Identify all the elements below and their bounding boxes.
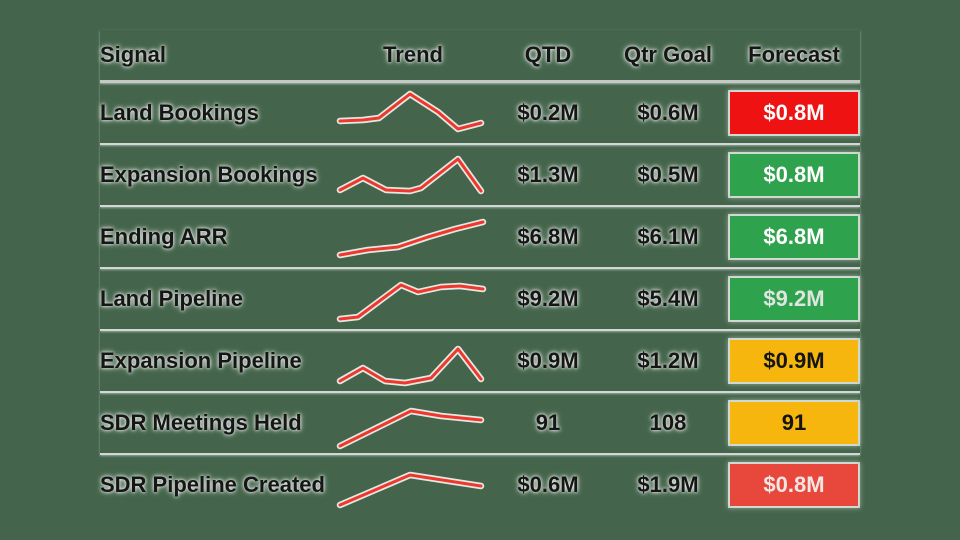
forecast-cell: $0.8M (728, 464, 860, 506)
forecast-badge: 91 (730, 402, 858, 444)
forecast-badge: $0.8M (730, 464, 858, 506)
signal-label: Expansion Bookings (100, 162, 318, 187)
signal-label: Ending ARR (100, 224, 228, 249)
goal-value: $0.6M (637, 100, 699, 125)
table-header-row: Signal Trend QTD Qtr Goal Forecast (100, 30, 860, 83)
goal-value: $6.1M (637, 224, 699, 249)
trend-cell (336, 273, 488, 325)
sparkline-icon (336, 281, 487, 323)
sparkline-icon (336, 90, 485, 133)
column-header-signal: Signal (100, 42, 167, 67)
forecast-badge: $0.8M (730, 154, 858, 196)
forecast-cell: $0.8M (728, 92, 860, 134)
signal-label: SDR Meetings Held (100, 410, 302, 435)
goal-value: 108 (649, 410, 687, 435)
trend-cell (336, 87, 488, 139)
qtd-value: 91 (535, 410, 561, 435)
forecast-badge: $0.8M (730, 92, 858, 134)
trend-cell (336, 459, 488, 511)
trend-cell (336, 211, 488, 263)
forecast-cell: $6.8M (728, 216, 860, 258)
qtd-value: $0.2M (517, 100, 579, 125)
qtd-value: $0.6M (517, 472, 579, 497)
goal-value: $1.2M (637, 348, 699, 373)
table-row: Land Pipeline $9.2M $5.4M $9.2M (100, 269, 860, 331)
signal-label: Land Pipeline (100, 286, 244, 311)
goal-value: $5.4M (637, 286, 699, 311)
column-header-forecast: Forecast (748, 42, 840, 67)
qtd-value: $6.8M (517, 224, 579, 249)
signal-label: Land Bookings (100, 100, 259, 125)
forecast-cell: $9.2M (728, 278, 860, 320)
sparkline-icon (336, 345, 485, 387)
forecast-badge: $9.2M (730, 278, 858, 320)
sparkline-icon (336, 155, 485, 195)
forecast-badge: $0.9M (730, 340, 858, 382)
table-row: Expansion Pipeline $0.9M $1.2M $0.9M (100, 331, 860, 393)
forecast-badge: $6.8M (730, 216, 858, 258)
qtd-value: $9.2M (517, 286, 579, 311)
column-header-qtr-goal: Qtr Goal (623, 42, 712, 67)
qtd-value: $0.9M (517, 348, 579, 373)
sparkline-icon (336, 471, 485, 509)
table-row: SDR Pipeline Created $0.6M $1.9M $0.8M (100, 455, 860, 515)
forecast-cell: 91 (728, 402, 860, 444)
trend-cell (336, 397, 488, 450)
sparkline-icon (336, 218, 487, 259)
sparkline-icon (336, 407, 485, 450)
trend-cell (336, 149, 488, 201)
qtd-value: $1.3M (517, 162, 579, 187)
column-header-trend: Trend (383, 42, 443, 67)
signal-label: SDR Pipeline Created (100, 472, 325, 497)
kpi-signal-table: Signal Trend QTD Qtr Goal Forecast Land … (100, 30, 860, 515)
trend-cell (336, 335, 488, 387)
forecast-cell: $0.8M (728, 154, 860, 196)
table-row: Expansion Bookings $1.3M $0.5M $0.8M (100, 145, 860, 207)
goal-value: $0.5M (637, 162, 699, 187)
table-row: SDR Meetings Held 91 108 91 (100, 393, 860, 455)
column-header-qtd: QTD (524, 42, 572, 67)
signal-label: Expansion Pipeline (100, 348, 302, 373)
forecast-cell: $0.9M (728, 340, 860, 382)
table-row: Land Bookings $0.2M $0.6M $0.8M (100, 83, 860, 145)
table-row: Ending ARR $6.8M $6.1M $6.8M (100, 207, 860, 269)
goal-value: $1.9M (637, 472, 699, 497)
